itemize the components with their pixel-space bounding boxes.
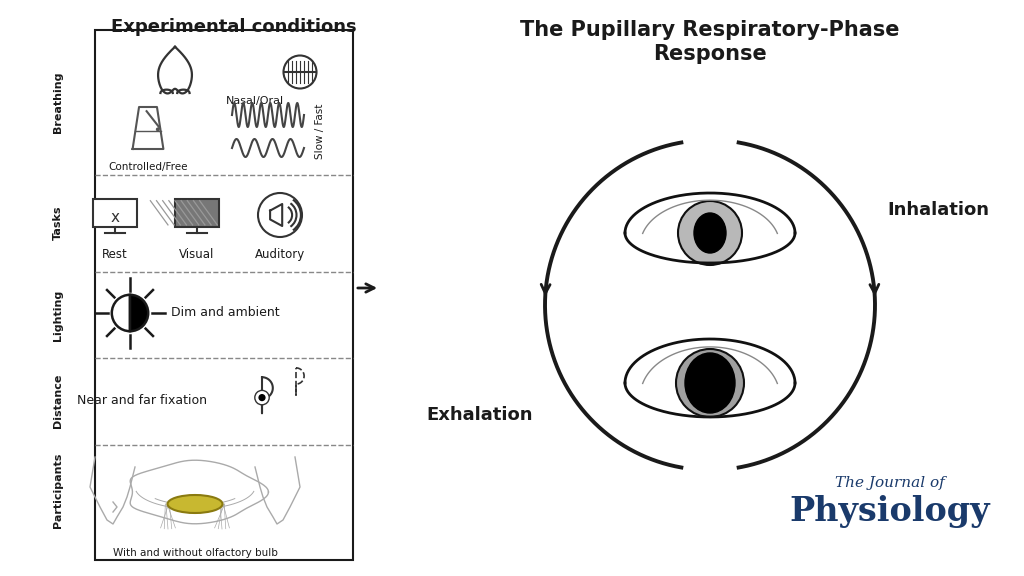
Polygon shape [132,107,164,149]
Text: Breathing: Breathing [53,71,63,132]
Polygon shape [296,368,304,395]
Polygon shape [270,204,283,226]
Text: With and without olfactory bulb: With and without olfactory bulb [113,548,278,558]
Text: Experimental conditions: Experimental conditions [112,18,356,36]
Bar [175,199,219,227]
Text: Exhalation: Exhalation [427,406,534,424]
Circle shape [258,394,265,401]
Wedge shape [130,295,148,331]
Text: Visual: Visual [179,248,215,261]
Circle shape [156,127,160,131]
Text: Dim and ambient: Dim and ambient [171,306,280,320]
Text: Physiology: Physiology [790,495,990,528]
Text: Inhalation: Inhalation [887,201,989,219]
Wedge shape [112,295,130,331]
Text: Auditory: Auditory [255,248,305,261]
Text: Tasks: Tasks [53,206,63,240]
Text: Rest: Rest [102,248,128,261]
Text: Participants: Participants [53,452,63,528]
Bar [93,199,137,227]
Text: x: x [111,210,120,225]
Polygon shape [262,377,272,413]
Circle shape [676,349,744,417]
Text: Controlled/Free: Controlled/Free [109,162,187,172]
Polygon shape [625,339,795,417]
Text: Slow / Fast: Slow / Fast [315,103,325,158]
Text: Lighting: Lighting [53,289,63,340]
Text: The Journal of: The Journal of [836,476,945,490]
Polygon shape [625,193,795,263]
Text: Nasal/Oral: Nasal/Oral [226,96,284,106]
Text: Distance: Distance [53,374,63,428]
Bar [95,30,353,560]
Circle shape [678,201,742,265]
Ellipse shape [685,353,735,413]
Ellipse shape [694,213,726,253]
Circle shape [255,391,269,405]
Text: Near and far fixation: Near and far fixation [77,393,207,407]
Text: The Pupillary Respiratory-Phase
Response: The Pupillary Respiratory-Phase Response [520,20,900,64]
Ellipse shape [168,495,222,513]
